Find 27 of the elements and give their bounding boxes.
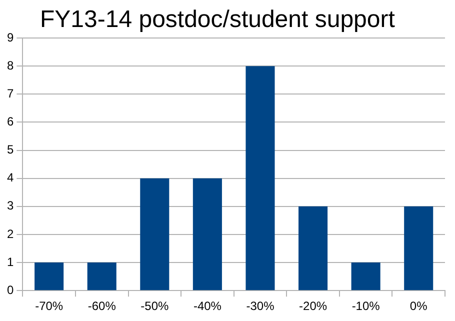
bar (192, 178, 222, 290)
chart-title: FY13-14 postdoc/student support (40, 6, 395, 34)
bar (87, 262, 116, 290)
y-tick-label: 1 (6, 254, 14, 269)
x-tick-label: -20% (299, 299, 328, 314)
x-tick-label: -50% (140, 299, 169, 314)
x-tick-label: 0% (410, 299, 428, 314)
y-tick-label: 3 (6, 198, 14, 213)
x-tick-label: -40% (193, 299, 222, 314)
y-tick-label: 4 (6, 170, 14, 185)
y-tick-label: 7 (6, 86, 14, 100)
bar (404, 206, 434, 290)
y-tick-label: 5 (6, 142, 14, 157)
y-tick-label: 2 (6, 226, 14, 241)
bar (246, 66, 275, 290)
x-tick-label: -70% (35, 299, 64, 314)
x-tick-label: -30% (246, 299, 275, 314)
bar (34, 262, 64, 290)
bar (140, 178, 170, 290)
bar (298, 206, 328, 290)
x-tick-label: -60% (88, 299, 116, 314)
y-tick-label: 8 (6, 58, 14, 72)
y-tick-label: 6 (6, 114, 14, 129)
y-tick-label: 0 (6, 282, 14, 297)
x-tick-label: -10% (352, 299, 380, 314)
y-tick-label: 9 (6, 30, 14, 44)
bar (351, 262, 380, 290)
